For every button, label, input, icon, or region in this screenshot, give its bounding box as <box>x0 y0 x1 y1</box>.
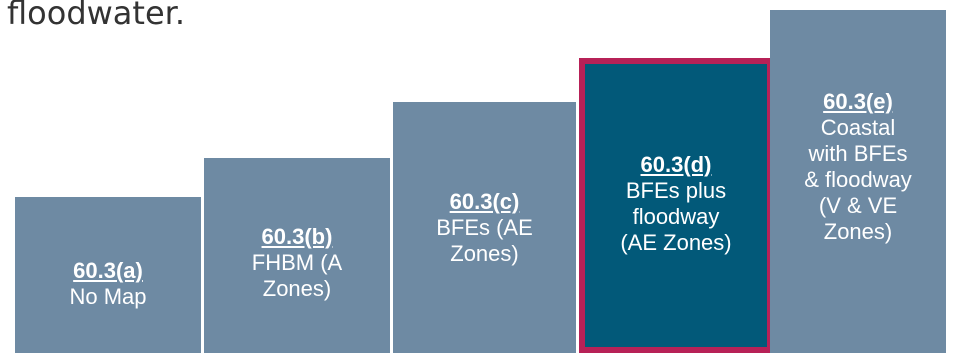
step-label-line: No Map <box>69 284 147 309</box>
step-label-line: floodway <box>632 203 720 229</box>
step-60-3-a: 60.3(a) No Map <box>15 197 201 353</box>
step-label-line: (AE Zones) <box>620 229 732 255</box>
step-label-line: BFEs plus <box>625 177 727 203</box>
step-label-line: (V & VE <box>818 192 898 218</box>
step-code: 60.3(c) <box>449 188 520 214</box>
step-code: 60.3(a) <box>73 258 143 283</box>
intro-text: floodwater. <box>7 0 186 32</box>
step-label-line: & floodway <box>804 166 912 192</box>
step-60-3-d-highlighted: 60.3(d) BFEs plus floodway (AE Zones) <box>579 58 773 353</box>
step-code: 60.3(d) <box>640 151 712 177</box>
step-code: 60.3(b) <box>261 223 333 249</box>
step-label-line: Zones) <box>262 275 332 301</box>
step-label-line: Zones) <box>823 218 893 244</box>
step-label-line: BFEs (AE <box>436 214 533 240</box>
step-60-3-e: 60.3(e) Coastal with BFEs & floodway (V … <box>770 10 946 353</box>
step-label-line: Coastal <box>820 114 896 140</box>
step-label-line: Zones) <box>450 240 519 266</box>
step-label-line: with BFEs <box>808 140 908 166</box>
step-60-3-c: 60.3(c) BFEs (AE Zones) <box>393 102 576 353</box>
step-code: 60.3(e) <box>823 88 893 114</box>
step-label-line: FHBM (A <box>251 249 343 275</box>
step-60-3-b: 60.3(b) FHBM (A Zones) <box>204 158 390 353</box>
